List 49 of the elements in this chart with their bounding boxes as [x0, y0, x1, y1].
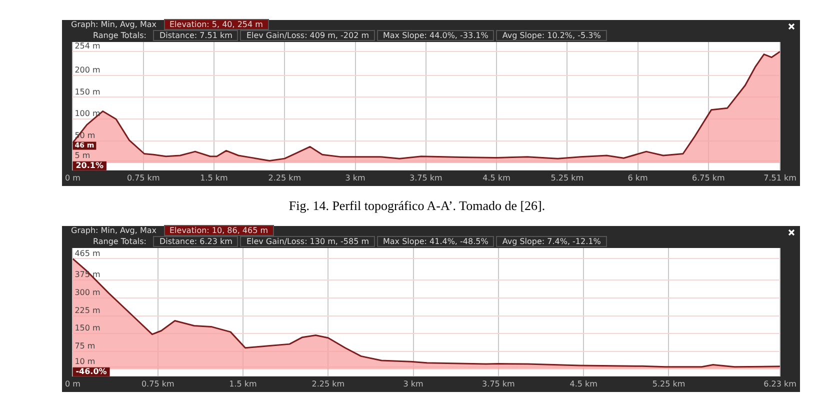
text: Avg Slope: 7.4%, -12.1%	[496, 236, 607, 247]
x-tick-label: 0.75 km	[141, 379, 174, 388]
y-tick-label: 10 m	[74, 356, 96, 366]
x-tick-label: 0.75 km	[126, 173, 160, 182]
text: Graph: Min, Avg, Max	[70, 20, 158, 29]
x-tick-label: 4.5 km	[482, 173, 511, 182]
x-tick-label: 0 m	[64, 173, 81, 182]
x-tick-label: 1.5 km	[229, 379, 258, 388]
annotation: 20.1%	[76, 160, 104, 170]
x-tick-label: 7.51 km	[764, 173, 797, 182]
y-tick-label: 375 m	[74, 270, 101, 280]
text: Range Totals:	[92, 237, 148, 246]
y-tick-label: 5 m	[74, 150, 90, 160]
text: Elev Gain/Loss: 130 m, -585 m	[240, 236, 375, 247]
text: Elevation: 10, 86, 465 m	[164, 225, 274, 236]
x-tick-label: 3 km	[403, 379, 424, 388]
x-tick-label: 0 m	[64, 379, 81, 388]
x-tick-label: 2.25 km	[312, 379, 345, 388]
text: Elevation: 5, 40, 254 m	[164, 19, 269, 30]
x-tick-label: 3.75 km	[482, 379, 516, 388]
y-tick-label: 300 m	[74, 288, 101, 298]
y-tick-label: 100 m	[74, 109, 101, 118]
x-tick-label: 2.25 km	[268, 173, 302, 182]
x-tick-label: 3.75 km	[409, 173, 442, 182]
x-tick-label: 4.5 km	[570, 379, 598, 388]
x-tick-label: 6.75 km	[692, 173, 726, 182]
y-tick-label: 75 m	[74, 342, 96, 351]
text: Avg Slope: 10.2%, -5.3%	[496, 30, 607, 41]
text: Max Slope: 41.4%, -48.5%	[377, 236, 494, 247]
y-tick-label: 254 m	[74, 42, 101, 51]
text: Max Slope: 44.0%, -33.1%	[377, 30, 494, 41]
annotation: -46.0%	[76, 366, 107, 376]
text: Elev Gain/Loss: 409 m, -202 m	[240, 30, 375, 41]
y-tick-label: 150 m	[74, 87, 101, 96]
text: Distance: 6.23 km	[153, 236, 238, 247]
y-tick-label: 465 m	[74, 248, 101, 258]
x-tick-label: 6.23 km	[764, 379, 797, 388]
x-tick-label: 5.25 km	[550, 173, 584, 182]
y-tick-label: 225 m	[74, 306, 101, 315]
x-tick-label: 3 km	[345, 173, 366, 182]
text: Range Totals:	[92, 31, 148, 40]
text: Graph: Min, Avg, Max	[70, 226, 158, 235]
y-tick-label: 200 m	[74, 65, 101, 74]
x-tick-label: 6 km	[628, 173, 648, 182]
text: Distance: 7.51 km	[153, 30, 238, 41]
x-tick-label: 5.25 km	[652, 379, 686, 388]
x-tick-label: 1.5 km	[200, 173, 228, 182]
y-tick-label: 150 m	[74, 324, 101, 333]
text: Fig. 14. Perfil topográfico A-A’. Tomado de [26].	[288, 197, 546, 215]
